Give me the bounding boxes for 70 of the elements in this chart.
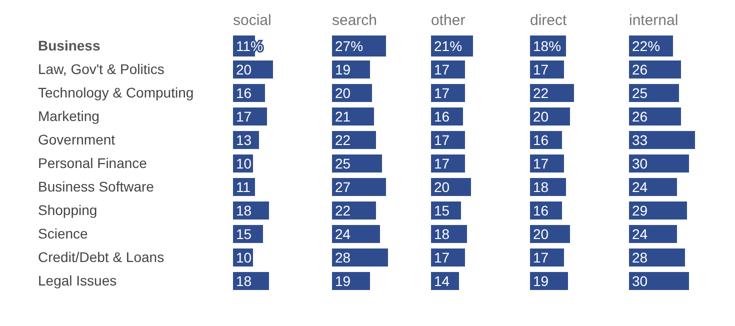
data-label: 16 bbox=[236, 84, 252, 101]
data-label: 19 bbox=[533, 272, 549, 289]
data-label: 26 bbox=[632, 108, 648, 124]
data-label: 30 bbox=[632, 155, 648, 172]
y-tick-label: Government bbox=[38, 132, 116, 148]
data-label: 20 bbox=[236, 61, 252, 78]
data-label: 10 bbox=[236, 155, 252, 172]
data-label: 22 bbox=[533, 84, 549, 101]
data-label: 16 bbox=[434, 108, 450, 124]
y-tick-label: Personal Finance bbox=[38, 155, 148, 172]
data-label: 15 bbox=[236, 226, 252, 242]
data-label: 21% bbox=[434, 38, 462, 54]
data-label: 17 bbox=[533, 61, 549, 78]
data-label: 17 bbox=[434, 249, 450, 266]
data-label: 26 bbox=[632, 61, 648, 78]
data-label: 18 bbox=[434, 226, 450, 242]
data-label: 13 bbox=[236, 132, 252, 148]
y-tick-label: Shopping bbox=[38, 202, 98, 218]
chart-title: direct bbox=[530, 12, 568, 31]
data-label: 18% bbox=[533, 38, 562, 54]
data-label: 24 bbox=[632, 178, 648, 195]
data-label: 28 bbox=[632, 249, 648, 266]
data-label: 17 bbox=[236, 108, 252, 124]
data-label: 19 bbox=[335, 61, 351, 78]
data-label: 15 bbox=[434, 202, 450, 218]
data-label: 11 bbox=[236, 178, 251, 195]
data-label: 14 bbox=[434, 272, 450, 289]
data-label: 33 bbox=[632, 132, 648, 148]
y-tick-label: Business bbox=[38, 38, 100, 54]
data-label: 16 bbox=[533, 202, 549, 218]
y-tick-label: Marketing bbox=[38, 108, 100, 124]
data-label: 22 bbox=[335, 202, 351, 218]
data-label: 29 bbox=[632, 202, 648, 218]
data-label: 22% bbox=[632, 38, 660, 54]
y-tick-label: Credit/Debt & Loans bbox=[38, 249, 164, 266]
y-tick-label: Law, Gov't & Politics bbox=[38, 61, 164, 78]
data-label: 20 bbox=[434, 178, 450, 195]
data-label: 22 bbox=[335, 132, 351, 148]
data-label: 24 bbox=[632, 226, 648, 242]
data-label: 17 bbox=[434, 132, 450, 148]
data-label: 20 bbox=[533, 108, 549, 124]
data-label: 17 bbox=[434, 84, 450, 101]
data-label: 30 bbox=[632, 272, 648, 289]
data-label: 24 bbox=[335, 226, 351, 242]
chart-title: internal bbox=[629, 12, 680, 31]
data-label: 10 bbox=[236, 249, 252, 266]
data-label: 17 bbox=[533, 155, 549, 172]
chart-title: search bbox=[332, 12, 378, 31]
data-label: 27 bbox=[335, 178, 351, 195]
chart-title: other bbox=[431, 12, 466, 31]
data-label: 25 bbox=[632, 84, 648, 101]
y-tick-label: Technology & Computing bbox=[38, 84, 194, 101]
data-label: 21 bbox=[335, 108, 351, 124]
y-tick-label: Business Software bbox=[38, 178, 154, 195]
data-label: 28 bbox=[335, 249, 351, 266]
data-label: 18 bbox=[533, 178, 549, 195]
data-label: 18 bbox=[236, 202, 252, 218]
y-tick-label: Science bbox=[38, 226, 88, 242]
data-label: 27% bbox=[335, 38, 364, 54]
data-label: 17 bbox=[434, 155, 450, 172]
data-label: 20 bbox=[533, 226, 549, 242]
data-label: 17 bbox=[434, 61, 450, 78]
chart-title: social bbox=[233, 12, 272, 31]
data-label: 16 bbox=[533, 132, 549, 148]
data-label: 17 bbox=[533, 249, 549, 266]
data-label: 19 bbox=[335, 272, 351, 289]
data-label: 20 bbox=[335, 84, 351, 101]
data-label: 25 bbox=[335, 155, 351, 172]
y-tick-label: Legal Issues bbox=[38, 272, 117, 289]
data-label: 18 bbox=[236, 272, 252, 289]
